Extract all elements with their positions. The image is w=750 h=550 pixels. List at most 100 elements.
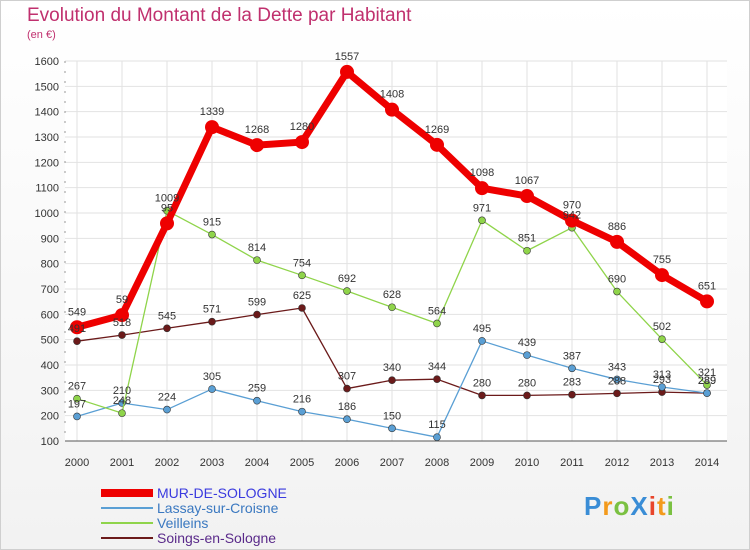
data-label: 545 <box>158 310 176 322</box>
data-label: 340 <box>383 362 401 374</box>
x-tick-label: 2006 <box>335 457 359 469</box>
legend-item: Veilleins <box>101 514 287 531</box>
data-label: 1269 <box>425 124 449 136</box>
data-point <box>73 394 81 403</box>
logo-letter: P <box>584 491 603 521</box>
data-point <box>298 407 306 416</box>
data-point <box>208 385 216 393</box>
data-label: 690 <box>608 274 626 286</box>
data-label: 307 <box>338 371 356 383</box>
data-label: 942 <box>563 210 581 222</box>
x-tick-label: 2008 <box>425 457 449 469</box>
data-label: 1098 <box>470 167 494 179</box>
data-point <box>163 324 171 333</box>
data-point <box>478 216 486 225</box>
x-tick-label: 2002 <box>155 457 179 469</box>
data-point <box>253 256 261 264</box>
x-tick-label: 2014 <box>695 457 719 469</box>
y-tick-label: 1100 <box>35 183 59 195</box>
data-label: 248 <box>113 395 131 407</box>
data-label: 280 <box>473 377 491 389</box>
data-label: 313 <box>653 369 671 381</box>
data-label: 293 <box>653 374 671 386</box>
data-label: 1280 <box>290 121 314 133</box>
legend-swatch <box>101 488 153 497</box>
data-point <box>298 304 306 312</box>
chart-subtitle: (en €) <box>27 29 56 41</box>
y-tick-label: 1400 <box>35 107 59 119</box>
data-label: 1408 <box>380 89 404 101</box>
data-label: 288 <box>608 375 626 387</box>
logo-letter: i <box>648 491 657 521</box>
data-label: 344 <box>428 361 446 373</box>
data-label: 1009 <box>155 193 179 205</box>
y-tick-label: 700 <box>41 284 59 296</box>
data-point <box>208 230 216 239</box>
data-label: 197 <box>68 398 86 410</box>
legend-swatch <box>101 536 153 539</box>
x-tick-label: 2003 <box>200 457 224 469</box>
data-point <box>163 405 171 414</box>
data-label: 571 <box>203 304 221 316</box>
data-label: 628 <box>383 289 401 301</box>
data-label: 549 <box>68 306 86 318</box>
data-point <box>118 331 126 339</box>
data-point <box>433 375 441 383</box>
data-point <box>340 64 354 79</box>
data-label: 283 <box>563 377 581 389</box>
y-tick-label: 1500 <box>35 81 59 93</box>
data-label: 814 <box>248 242 266 254</box>
data-label: 1557 <box>335 51 359 63</box>
legend-swatch <box>101 521 153 524</box>
data-label: 886 <box>608 221 626 233</box>
data-label: 495 <box>473 323 491 335</box>
legend-item: Lassay-sur-Croisne <box>101 500 287 516</box>
data-label: 1268 <box>245 124 269 136</box>
y-tick-label: 1300 <box>35 132 59 144</box>
data-label: 216 <box>293 394 311 406</box>
y-tick-label: 800 <box>41 259 59 271</box>
data-point <box>523 246 531 255</box>
data-point <box>523 391 531 400</box>
data-point <box>343 384 351 393</box>
data-label: 502 <box>653 321 671 333</box>
x-tick-label: 2004 <box>245 457 269 469</box>
data-point <box>475 181 489 196</box>
data-point <box>703 389 711 397</box>
x-tick-label: 2009 <box>470 457 494 469</box>
data-label: 1067 <box>515 175 539 187</box>
data-point <box>613 287 621 296</box>
y-tick-label: 1000 <box>35 208 59 220</box>
series-lassay-sur-croisne <box>73 337 711 442</box>
logo-letter: t <box>656 491 667 521</box>
series-mur-de-sologne <box>70 64 714 335</box>
data-point <box>433 433 441 442</box>
data-point <box>700 294 714 309</box>
data-label: 150 <box>383 410 401 422</box>
x-tick-label: 2007 <box>380 457 404 469</box>
data-label: 259 <box>248 383 266 395</box>
data-point <box>160 216 174 231</box>
x-tick-label: 2000 <box>65 457 89 469</box>
x-tick-label: 2011 <box>560 457 584 469</box>
data-point <box>433 319 441 328</box>
data-label: 305 <box>203 371 221 383</box>
y-tick-label: 200 <box>41 411 59 423</box>
y-tick-label: 500 <box>41 335 59 347</box>
data-point <box>253 310 261 319</box>
data-label: 343 <box>608 361 626 373</box>
legend-label: Veilleins <box>157 514 209 531</box>
data-point <box>115 308 129 323</box>
data-point <box>658 335 666 343</box>
legend-item: MUR-DE-SOLOGNE <box>101 485 287 501</box>
data-label: 95 <box>161 202 173 214</box>
data-label: 692 <box>338 273 356 285</box>
data-label: 289 <box>698 375 716 387</box>
data-label: 439 <box>518 337 536 349</box>
data-point <box>253 396 261 405</box>
data-label: 224 <box>158 392 176 404</box>
data-point <box>295 135 309 150</box>
legend-label: Soings-en-Sologne <box>157 529 277 546</box>
